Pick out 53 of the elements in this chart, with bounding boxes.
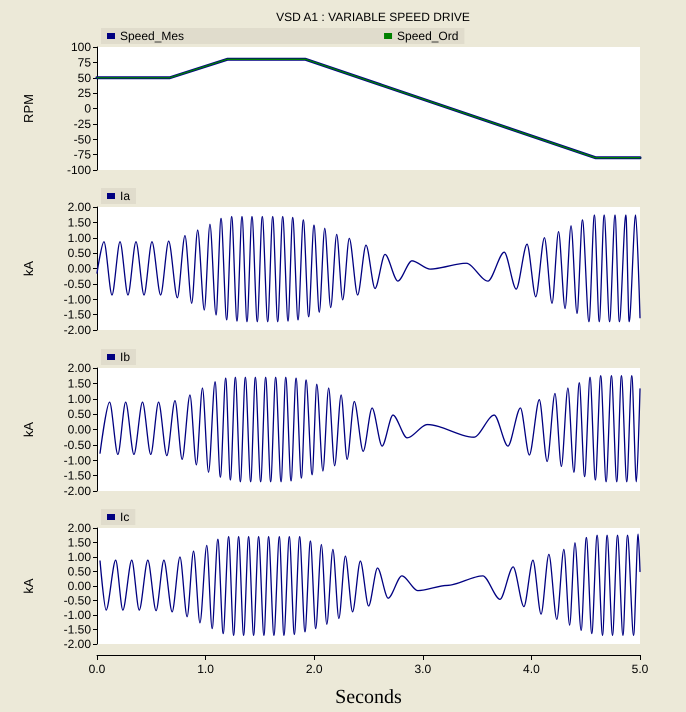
y-tick-label: 2.00 [68, 361, 92, 375]
y-tick-label: -1.50 [64, 468, 92, 483]
legend-label: Speed_Mes [120, 29, 184, 43]
y-tick-label: 1.50 [68, 536, 92, 550]
y-axis-title: kA [21, 422, 36, 438]
y-tick-label: -50 [74, 132, 92, 146]
y-tick-label: -75 [74, 148, 92, 162]
y-tick-label: -100 [66, 163, 92, 177]
y-tick-label: 2.00 [68, 200, 92, 214]
x-tick-label: 3.0 [414, 662, 432, 676]
legend-label: Ib [120, 350, 130, 364]
y-tick-label: -0.50 [64, 594, 92, 608]
y-tick-label: 1.50 [68, 376, 92, 390]
y-tick-label: 1.00 [68, 230, 92, 245]
x-axis-title: Seconds [335, 686, 402, 708]
y-tick-label: 50 [78, 70, 92, 85]
legend-label: Speed_Ord [397, 29, 458, 43]
y-tick-label: 75 [78, 55, 92, 70]
y-tick-label: -0.50 [64, 276, 92, 291]
y-tick-label: -0.50 [64, 438, 92, 452]
y-tick-label: 100 [70, 40, 92, 54]
y-tick-label: -25 [74, 116, 92, 131]
legend-label: Ic [120, 510, 130, 524]
x-tick-label: 1.0 [197, 662, 214, 676]
y-tick-label: -2.00 [64, 484, 92, 498]
y-tick-label: 2.00 [68, 521, 92, 535]
y-tick-label: 1.00 [68, 550, 92, 564]
y-tick-label: 0 [84, 102, 92, 116]
y-tick-label: -1.50 [64, 622, 92, 636]
y-tick-label: -1.00 [64, 608, 92, 622]
y-tick-label: 0.50 [68, 407, 92, 422]
y-axis-title: kA [21, 578, 36, 594]
x-tick-label: 5.0 [632, 662, 649, 676]
y-tick-label: 0.00 [68, 262, 92, 276]
y-tick-label: -1.00 [64, 292, 92, 306]
y-tick-label: -1.00 [64, 453, 92, 468]
y-tick-label: 0.50 [68, 564, 92, 578]
x-tick-label: 0.0 [88, 662, 106, 676]
chart-title: VSD A1 : VARIABLE SPEED DRIVE [276, 10, 470, 24]
x-tick-label: 2.0 [306, 662, 323, 676]
y-tick-label: 1.00 [68, 392, 92, 406]
y-tick-label: -2.00 [64, 637, 92, 651]
y-tick-label: -2.00 [64, 323, 92, 337]
x-tick-label: 4.0 [523, 662, 540, 676]
y-tick-label: 0.00 [68, 579, 92, 593]
y-tick-label: 0.50 [68, 246, 92, 260]
y-tick-label: 1.50 [68, 215, 92, 230]
y-tick-label: 0.00 [68, 422, 92, 436]
y-tick-label: 25 [78, 86, 92, 100]
y-tick-label: -1.50 [64, 308, 92, 322]
legend-label: Ia [120, 189, 130, 203]
y-axis-title: RPM [21, 94, 36, 123]
y-axis-title: kA [21, 260, 36, 276]
